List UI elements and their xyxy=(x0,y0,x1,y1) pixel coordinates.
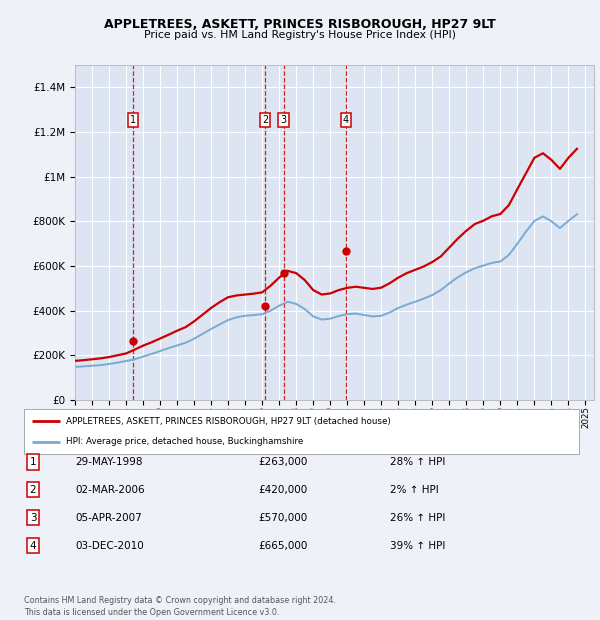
Text: 2: 2 xyxy=(262,115,268,125)
Text: Price paid vs. HM Land Registry's House Price Index (HPI): Price paid vs. HM Land Registry's House … xyxy=(144,30,456,40)
Text: 2: 2 xyxy=(29,485,37,495)
Text: £263,000: £263,000 xyxy=(258,457,307,467)
Text: 39% ↑ HPI: 39% ↑ HPI xyxy=(390,541,445,551)
Text: 1: 1 xyxy=(29,457,37,467)
Text: 02-MAR-2006: 02-MAR-2006 xyxy=(75,485,145,495)
Text: 29-MAY-1998: 29-MAY-1998 xyxy=(75,457,143,467)
Text: APPLETREES, ASKETT, PRINCES RISBOROUGH, HP27 9LT (detached house): APPLETREES, ASKETT, PRINCES RISBOROUGH, … xyxy=(65,417,391,426)
Text: £570,000: £570,000 xyxy=(258,513,307,523)
Text: 3: 3 xyxy=(29,513,37,523)
Text: HPI: Average price, detached house, Buckinghamshire: HPI: Average price, detached house, Buck… xyxy=(65,437,303,446)
Text: 2% ↑ HPI: 2% ↑ HPI xyxy=(390,485,439,495)
Text: 05-APR-2007: 05-APR-2007 xyxy=(75,513,142,523)
Text: £420,000: £420,000 xyxy=(258,485,307,495)
Text: 1: 1 xyxy=(130,115,136,125)
Text: 3: 3 xyxy=(281,115,287,125)
Text: £665,000: £665,000 xyxy=(258,541,307,551)
Text: 4: 4 xyxy=(29,541,37,551)
Text: Contains HM Land Registry data © Crown copyright and database right 2024.
This d: Contains HM Land Registry data © Crown c… xyxy=(24,596,336,617)
Text: 26% ↑ HPI: 26% ↑ HPI xyxy=(390,513,445,523)
Text: APPLETREES, ASKETT, PRINCES RISBOROUGH, HP27 9LT: APPLETREES, ASKETT, PRINCES RISBOROUGH, … xyxy=(104,19,496,31)
Text: 28% ↑ HPI: 28% ↑ HPI xyxy=(390,457,445,467)
Text: 03-DEC-2010: 03-DEC-2010 xyxy=(75,541,144,551)
Text: 4: 4 xyxy=(343,115,349,125)
